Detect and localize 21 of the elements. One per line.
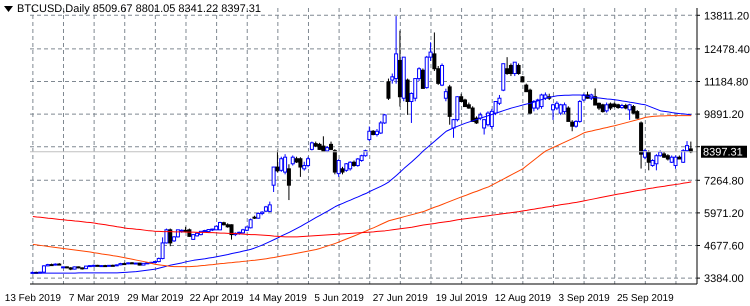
y-tick-label: 3384.00 xyxy=(704,273,744,286)
x-tick-label: 22 Apr 2019 xyxy=(190,293,244,304)
x-tick-label: 25 Sep 2019 xyxy=(616,293,674,304)
y-tick-label: 7264.80 xyxy=(704,175,744,188)
x-tick-label: 14 May 2019 xyxy=(248,293,308,304)
y-tick-label: 11184.80 xyxy=(704,76,748,88)
y-tick-label: 12478.40 xyxy=(704,44,750,56)
x-tick-label: 3 Sep 2019 xyxy=(558,293,610,304)
x-tick-label: 5 Jun 2019 xyxy=(314,293,364,304)
y-tick-label: 4677.60 xyxy=(704,240,744,252)
x-tick-label: 27 Jun 2019 xyxy=(372,293,428,304)
chart-title: BTCUSD,Daily 8509.67 8801.05 8341.22 8397.31 xyxy=(17,3,262,15)
y-tick-label: 9891.20 xyxy=(704,109,744,122)
x-tick-label: 7 Mar 2019 xyxy=(68,293,120,304)
x-tick-label: 19 Jul 2019 xyxy=(436,293,488,304)
y-tick-label: 13811.20 xyxy=(704,10,750,22)
x-tick-label: 29 Mar 2019 xyxy=(127,293,184,304)
ref-line-label: 8397.31 xyxy=(703,146,743,159)
x-tick-label: 12 Aug 2019 xyxy=(494,293,552,304)
x-tick-label: 13 Feb 2019 xyxy=(4,293,62,304)
y-tick-label: 5971.20 xyxy=(704,208,744,220)
